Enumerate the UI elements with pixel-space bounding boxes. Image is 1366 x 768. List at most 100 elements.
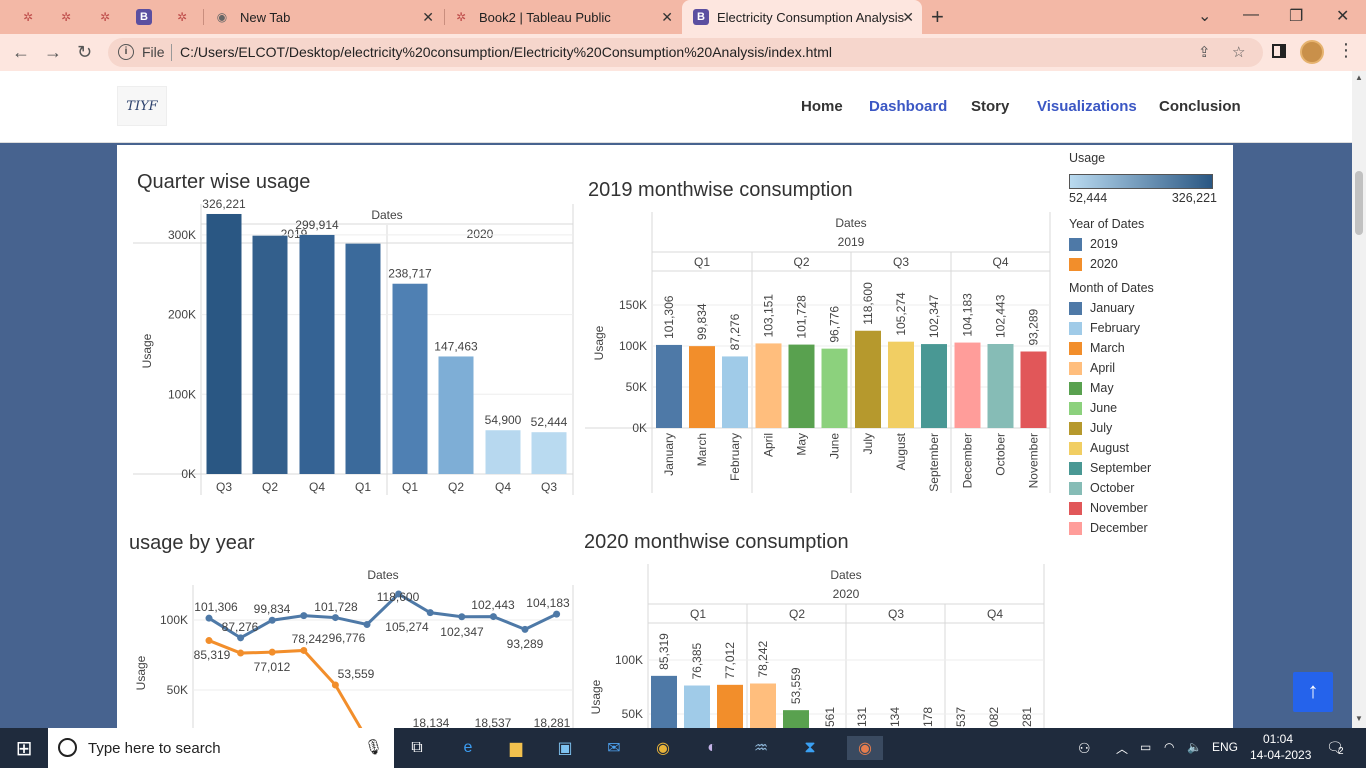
share-icon[interactable]: ⇪ <box>1198 44 1211 61</box>
nav-visualizations[interactable]: Visualizations <box>1037 98 1137 115</box>
pinned-tab-tableau-2[interactable]: ✲ <box>48 0 84 34</box>
close-tab-icon[interactable]: ✕ <box>661 9 673 25</box>
tableau-icon: ✲ <box>176 10 188 24</box>
month-legend-item[interactable]: May <box>1069 378 1229 398</box>
close-tab-icon[interactable]: ✕ <box>902 9 914 25</box>
chrome-active-icon[interactable]: ◉ <box>847 736 883 760</box>
month-legend-item[interactable]: April <box>1069 358 1229 378</box>
tab-new-tab[interactable]: ◉ New Tab ✕ <box>214 0 442 34</box>
legend-label: February <box>1090 321 1141 335</box>
pinned-tab-tableau-3[interactable]: ✲ <box>87 0 123 34</box>
side-panel-icon[interactable] <box>1272 44 1286 58</box>
volume-icon[interactable]: 🔈 <box>1187 740 1202 754</box>
battery-icon[interactable]: ▭ <box>1140 740 1152 754</box>
month-legend-item[interactable]: January <box>1069 298 1229 318</box>
legend-label: December <box>1090 521 1148 535</box>
quarter-header: Q4 <box>987 607 1003 621</box>
year-header: 2019 <box>838 235 865 249</box>
close-window-icon[interactable]: ✕ <box>1336 8 1350 25</box>
edge-icon[interactable]: e <box>463 739 473 756</box>
month-legend-item[interactable]: March <box>1069 338 1229 358</box>
data-point <box>331 681 339 689</box>
data-label: 537 <box>954 707 968 727</box>
year-legend-item[interactable]: 2020 <box>1069 254 1229 274</box>
file-explorer-icon[interactable]: ▆ <box>509 740 523 757</box>
clock-date[interactable]: 14-04-2023 <box>1250 748 1312 762</box>
logo-text: TIYF <box>126 98 158 114</box>
nav-home[interactable]: Home <box>801 98 843 115</box>
y-tick-label: 300K <box>168 228 196 242</box>
month-legend-item[interactable]: October <box>1069 478 1229 498</box>
y-tick-label: 50K <box>622 707 643 721</box>
x-tick-label: Q2 <box>448 480 464 494</box>
bookmark-star-icon[interactable]: ☆ <box>1232 44 1246 61</box>
address-bar[interactable]: i File C:/Users/ELCOT/Desktop/electricit… <box>108 38 1263 67</box>
data-label: 102,347 <box>927 294 941 338</box>
task-view-icon[interactable]: ⧉ <box>411 739 423 756</box>
page-scrollbar[interactable]: ▲ ▼ <box>1352 71 1366 728</box>
windows-start-icon[interactable]: ⊞ <box>15 737 33 760</box>
mysql-icon[interactable]: ♒ <box>753 740 769 757</box>
nav-story[interactable]: Story <box>971 98 1010 115</box>
profile-avatar[interactable] <box>1300 40 1324 64</box>
month-legend-item[interactable]: February <box>1069 318 1229 338</box>
clock-time[interactable]: 01:04 <box>1263 732 1294 746</box>
month-legend-item[interactable]: September <box>1069 458 1229 478</box>
scrollbar-thumb[interactable] <box>1355 171 1363 235</box>
scroll-down-icon[interactable]: ▼ <box>1355 714 1363 723</box>
pinned-tab-b[interactable]: B <box>126 0 162 34</box>
close-tab-icon[interactable]: ✕ <box>422 9 434 25</box>
data-label: 85,319 <box>657 633 671 670</box>
language-indicator[interactable]: ENG <box>1212 740 1239 754</box>
microphone-icon[interactable]: 🎙 <box>364 739 384 756</box>
tab-search-icon[interactable]: ⌄ <box>1198 8 1212 25</box>
month-legend-item[interactable]: July <box>1069 418 1229 438</box>
restore-icon[interactable]: ❐ <box>1289 8 1304 25</box>
notifications-icon[interactable]: 🗨 <box>1326 739 1344 755</box>
menu-kebab-icon[interactable]: ⋮ <box>1337 40 1355 60</box>
tab-title: New Tab <box>240 9 291 25</box>
chrome-icon[interactable]: ◉ <box>656 740 670 757</box>
bar <box>689 346 715 428</box>
back-icon[interactable]: ← <box>12 42 30 62</box>
vscode-icon[interactable]: ⧗ <box>804 739 816 756</box>
forward-icon[interactable]: → <box>44 42 62 62</box>
reload-icon[interactable]: ↻ <box>77 42 93 62</box>
scroll-up-icon[interactable]: ▲ <box>1355 73 1363 82</box>
pinned-tab-tableau-1[interactable]: ✲ <box>10 0 46 34</box>
wifi-icon[interactable]: ◠ <box>1164 740 1175 754</box>
year-legend-item[interactable]: 2019 <box>1069 234 1229 254</box>
pinned-tab-tableau-4[interactable]: ✲ <box>164 0 200 34</box>
data-label: 87,276 <box>728 313 742 350</box>
legend-label: August <box>1090 441 1129 455</box>
mail-icon[interactable]: ✉ <box>607 740 621 757</box>
site-info-icon[interactable]: i <box>118 44 134 60</box>
new-tab-icon[interactable]: + <box>931 4 944 29</box>
nav-dashboard[interactable]: Dashboard <box>869 98 948 115</box>
month-legend-item[interactable]: June <box>1069 398 1229 418</box>
y-tick-label: 100K <box>619 339 647 353</box>
data-label: 78,242 <box>756 640 770 677</box>
usage-max-label: 326,221 <box>1171 191 1217 205</box>
month-legend-item[interactable]: November <box>1069 498 1229 518</box>
people-icon[interactable]: ⚇ <box>1078 740 1091 756</box>
data-label: 77,012 <box>254 660 291 674</box>
tab-tableau-book2[interactable]: ✲ Book2 | Tableau Public ✕ <box>453 0 681 34</box>
y-tick-label: 100K <box>615 653 643 667</box>
url-text[interactable]: C:/Users/ELCOT/Desktop/electricity%20con… <box>180 44 833 60</box>
minimize-icon[interactable]: — <box>1243 6 1259 23</box>
month-legend-item[interactable]: December <box>1069 518 1229 538</box>
store-icon[interactable]: ▣ <box>557 740 573 757</box>
legend-swatch <box>1069 237 1082 251</box>
taskbar-search[interactable]: Type here to search 🎙 <box>48 728 394 768</box>
bar <box>345 243 381 474</box>
eclipse-icon[interactable]: ◐ <box>707 739 717 756</box>
month-legend-item[interactable]: August <box>1069 438 1229 458</box>
site-logo[interactable]: TIYF <box>117 86 167 126</box>
scroll-to-top-button[interactable]: ↑ <box>1293 672 1333 712</box>
tab-electricity-analysis[interactable]: B Electricity Consumption Analysis ✕ <box>682 0 922 34</box>
dates-header: Dates <box>367 568 398 582</box>
legend-label: November <box>1090 501 1148 515</box>
show-hidden-icons[interactable]: ︿ <box>1116 742 1129 756</box>
nav-conclusion[interactable]: Conclusion <box>1159 98 1241 115</box>
